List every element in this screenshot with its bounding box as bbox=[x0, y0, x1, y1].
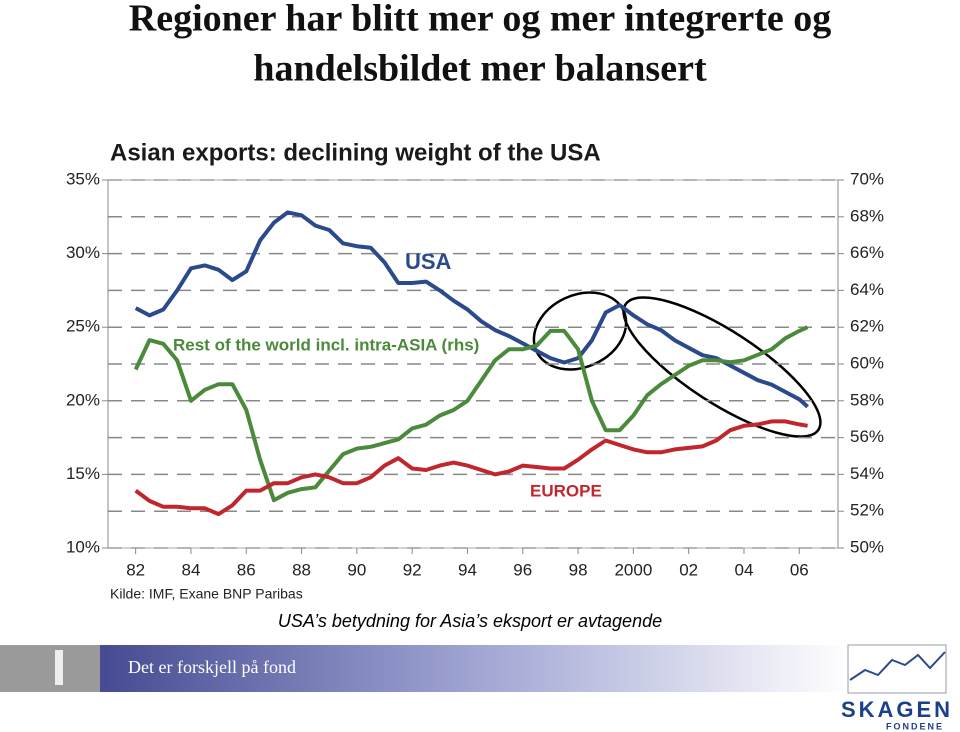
x-tick-label: 90 bbox=[347, 560, 366, 579]
series-line bbox=[133, 325, 809, 503]
y-tick-label: 25% bbox=[66, 317, 100, 336]
x-tick-label: 06 bbox=[790, 560, 809, 579]
y-tick-label: 35% bbox=[66, 169, 100, 188]
x-tick-label: 92 bbox=[403, 560, 422, 579]
x-tick-label: 82 bbox=[126, 560, 145, 579]
x-tick-label: 2000 bbox=[614, 560, 652, 579]
y2-tick-label: 50% bbox=[850, 537, 884, 556]
y2-tick-label: 68% bbox=[850, 206, 884, 225]
y2-tick-label: 62% bbox=[850, 317, 884, 336]
x-tick-label: 86 bbox=[237, 560, 256, 579]
lighthouse-photo bbox=[0, 645, 100, 692]
y-tick-label: 15% bbox=[66, 464, 100, 483]
highlight-ellipse bbox=[532, 291, 628, 371]
y2-tick-label: 58% bbox=[850, 390, 884, 409]
footer-text: Det er forskjell på fond bbox=[128, 657, 296, 677]
series-label: USA bbox=[405, 249, 452, 274]
source: Kilde: IMF, Exane BNP Paribas bbox=[110, 586, 303, 602]
y-tick-label: 20% bbox=[66, 390, 100, 409]
y2-tick-label: 56% bbox=[850, 427, 884, 446]
x-tick-label: 04 bbox=[735, 560, 754, 579]
y-tick-label: 30% bbox=[66, 243, 100, 262]
series-line bbox=[134, 210, 809, 409]
logo-name: SKAGEN bbox=[841, 697, 953, 722]
lighthouse bbox=[55, 650, 63, 685]
x-tick-label: 84 bbox=[181, 560, 200, 579]
y2-tick-label: 64% bbox=[850, 280, 884, 299]
series-label: Rest of the world incl. intra-ASIA (rhs) bbox=[173, 335, 479, 354]
y2-tick-label: 60% bbox=[850, 353, 884, 372]
y-tick-label: 10% bbox=[66, 537, 100, 556]
x-tick-label: 02 bbox=[679, 560, 698, 579]
slide-title: Regioner har blitt mer og mer integrerte… bbox=[129, 0, 831, 40]
x-tick-label: 94 bbox=[458, 560, 477, 579]
logo-graph bbox=[849, 651, 946, 681]
logo-box bbox=[847, 644, 947, 694]
y2-tick-label: 66% bbox=[850, 243, 884, 262]
x-tick-label: 96 bbox=[513, 560, 532, 579]
series-line bbox=[134, 419, 808, 517]
series-label: EUROPE bbox=[530, 481, 602, 500]
y2-tick-label: 70% bbox=[850, 169, 884, 188]
x-tick-label: 88 bbox=[292, 560, 311, 579]
caption: USA’s betydning for Asia’s eksport er av… bbox=[278, 611, 662, 631]
y2-tick-label: 54% bbox=[850, 464, 884, 483]
x-tick-label: 98 bbox=[569, 560, 588, 579]
highlight-ellipse bbox=[622, 296, 822, 438]
slide-title: handelsbildet mer balansert bbox=[253, 48, 707, 90]
y2-tick-label: 52% bbox=[850, 501, 884, 520]
chart-title: Asian exports: declining weight of the U… bbox=[110, 139, 601, 166]
footer-bar bbox=[0, 645, 850, 692]
logo-sub: FONDENE bbox=[886, 721, 944, 731]
